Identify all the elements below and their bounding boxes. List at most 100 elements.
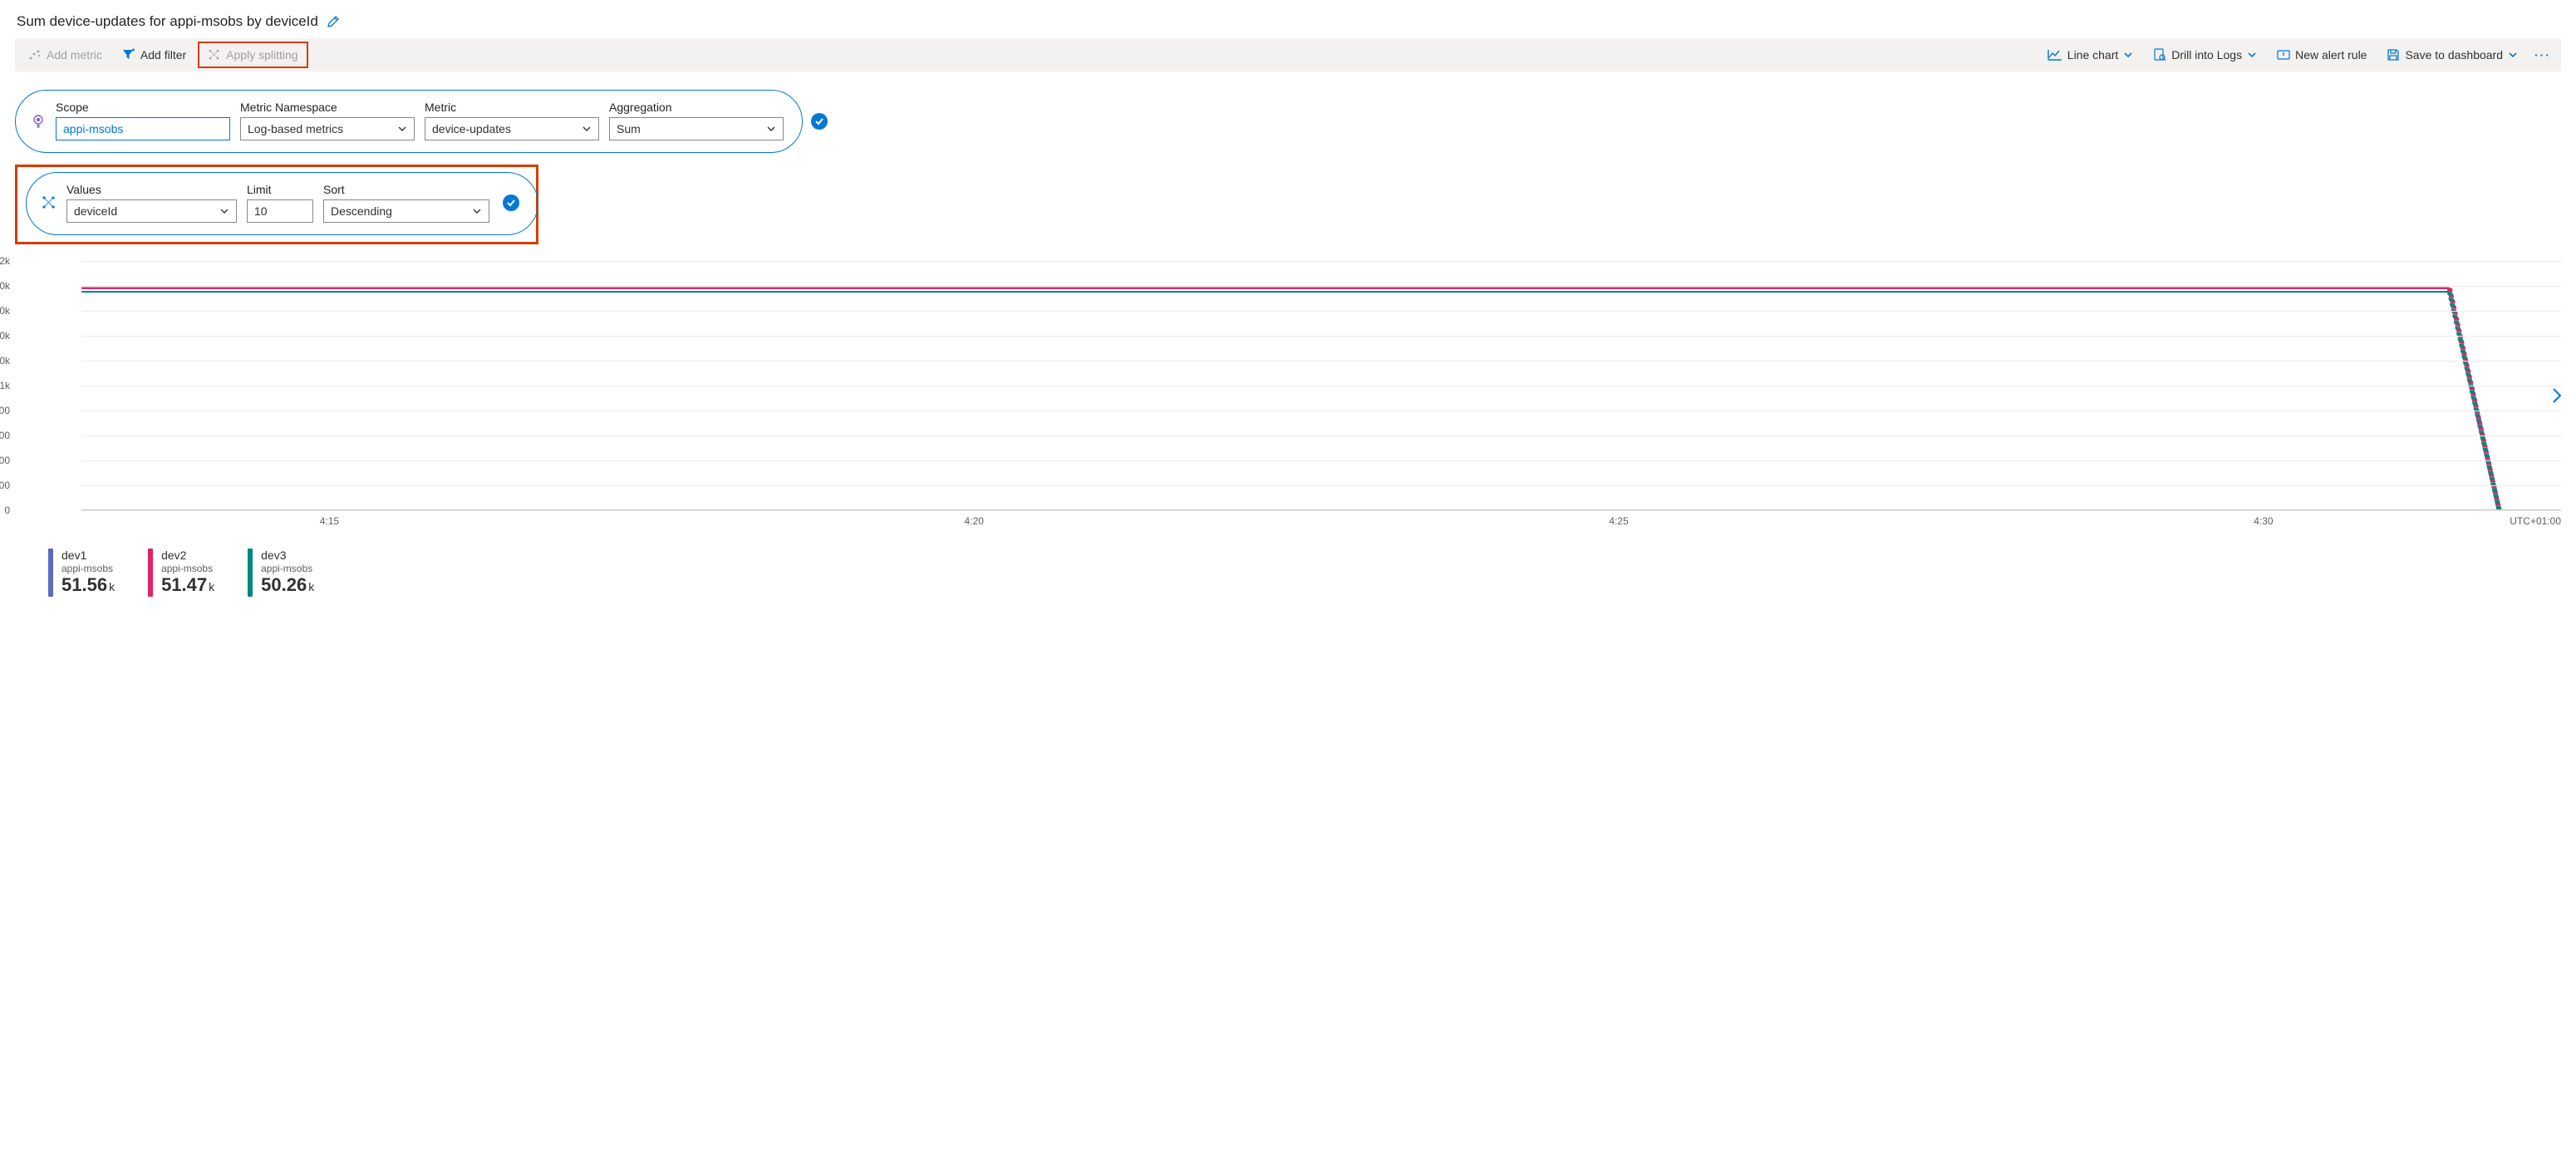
- chart-toolbar: Add metric Add filter Apply splitting Li…: [15, 38, 2561, 71]
- metric-apply-icon[interactable]: [811, 113, 828, 130]
- aggregation-value: Sum: [617, 122, 641, 135]
- y-tick-label: 400: [0, 455, 10, 466]
- split-limit-label: Limit: [247, 183, 313, 196]
- chevron-down-icon: [582, 124, 592, 134]
- metric-config-pill: Scope appi-msobs Metric Namespace Log-ba…: [15, 90, 803, 153]
- y-tick-label: 800: [0, 405, 10, 416]
- legend-swatch: [148, 549, 153, 597]
- y-tick-label: 1.20k: [0, 355, 10, 367]
- legend-series-value: 51.56k: [61, 574, 115, 596]
- legend-series-name: dev2: [161, 549, 214, 563]
- chevron-down-icon: [472, 206, 482, 216]
- scope-value: appi-msobs: [63, 122, 123, 135]
- line-chart-button[interactable]: Line chart: [2039, 42, 2141, 68]
- timezone-label: UTC+01:00: [2510, 515, 2561, 527]
- legend-item[interactable]: dev2 appi-msobs 51.47k: [148, 549, 214, 597]
- aggregation-selector[interactable]: Sum: [609, 117, 784, 140]
- y-tick-label: 1.80k: [0, 280, 10, 292]
- split-sort-selector[interactable]: Descending: [323, 199, 489, 223]
- new-alert-rule-label: New alert rule: [2295, 48, 2367, 62]
- edit-title-icon[interactable]: [327, 15, 340, 28]
- chevron-down-icon: [219, 206, 229, 216]
- splitting-config-row: Values deviceId Limit 10 Sort Descending: [26, 172, 528, 235]
- y-tick-label: 0: [0, 504, 10, 516]
- split-values-selector[interactable]: deviceId: [66, 199, 237, 223]
- chart-scroll-right-button[interactable]: [2551, 386, 2563, 405]
- lightbulb-icon: [31, 113, 46, 128]
- split-icon: [208, 48, 221, 62]
- save-icon: [2387, 48, 2400, 62]
- aggregation-field: Aggregation Sum: [609, 101, 784, 140]
- y-tick-label: 2k: [0, 255, 10, 267]
- x-tick-label: 4:20: [965, 515, 984, 527]
- line-chart-label: Line chart: [2067, 48, 2118, 62]
- save-to-dashboard-label: Save to dashboard: [2405, 48, 2503, 62]
- gridline: [81, 435, 2561, 436]
- splitting-apply-icon[interactable]: [503, 194, 519, 211]
- split-sort-field: Sort Descending: [323, 183, 489, 223]
- line-chart-icon: [2048, 48, 2062, 62]
- gridline: [81, 286, 2561, 287]
- gridline: [81, 311, 2561, 312]
- namespace-selector[interactable]: Log-based metrics: [240, 117, 415, 140]
- scope-label: Scope: [56, 101, 230, 114]
- chevron-down-icon: [397, 124, 407, 134]
- aggregation-label: Aggregation: [609, 101, 784, 114]
- split-values-label: Values: [66, 183, 237, 196]
- x-tick-label: 4:25: [1609, 515, 1628, 527]
- legend-item[interactable]: dev3 appi-msobs 50.26k: [248, 549, 314, 597]
- apply-splitting-button[interactable]: Apply splitting: [198, 42, 307, 68]
- legend-text: dev3 appi-msobs 50.26k: [261, 549, 314, 597]
- split-limit-field: Limit 10: [247, 183, 313, 223]
- legend-series-sub: appi-msobs: [161, 563, 214, 574]
- more-actions-button[interactable]: ···: [2529, 48, 2556, 62]
- gridline: [81, 460, 2561, 461]
- add-filter-button[interactable]: Add filter: [114, 42, 194, 68]
- drill-into-logs-label: Drill into Logs: [2171, 48, 2242, 62]
- chart-title-row: Sum device-updates for appi-msobs by dev…: [15, 10, 2561, 38]
- split-limit-input[interactable]: 10: [247, 199, 313, 223]
- split-config-icon: [42, 195, 57, 210]
- x-tick-label: 4:30: [2254, 515, 2273, 527]
- add-metric-button[interactable]: Add metric: [20, 42, 111, 68]
- save-to-dashboard-button[interactable]: Save to dashboard: [2378, 42, 2526, 68]
- legend-item[interactable]: dev1 appi-msobs 51.56k: [48, 549, 115, 597]
- x-tick-label: 4:15: [320, 515, 339, 527]
- drill-into-logs-button[interactable]: Drill into Logs: [2145, 42, 2265, 68]
- scope-field: Scope appi-msobs: [56, 101, 230, 140]
- y-tick-label: 1.40k: [0, 330, 10, 342]
- chevron-down-icon: [2123, 50, 2133, 60]
- legend-text: dev2 appi-msobs 51.47k: [161, 549, 214, 597]
- chart-legend: dev1 appi-msobs 51.56k dev2 appi-msobs 5…: [15, 549, 2561, 597]
- y-tick-label: 1k: [0, 380, 10, 391]
- chart-plot-area[interactable]: [81, 261, 2561, 510]
- alert-icon: [2277, 48, 2290, 62]
- gridline: [81, 485, 2561, 486]
- drill-logs-icon: [2153, 48, 2166, 62]
- new-alert-rule-button[interactable]: New alert rule: [2269, 42, 2375, 68]
- metric-value: device-updates: [432, 122, 511, 135]
- split-values-value: deviceId: [74, 204, 117, 218]
- split-sort-label: Sort: [323, 183, 489, 196]
- namespace-field: Metric Namespace Log-based metrics: [240, 101, 415, 140]
- splitting-highlight-box: Values deviceId Limit 10 Sort Descending: [15, 165, 538, 244]
- chevron-down-icon: [2247, 50, 2257, 60]
- y-tick-label: 200: [0, 480, 10, 491]
- legend-swatch: [248, 549, 253, 597]
- y-tick-label: 600: [0, 430, 10, 441]
- legend-series-sub: appi-msobs: [261, 563, 314, 574]
- gridline: [81, 261, 2561, 262]
- chevron-down-icon: [766, 124, 776, 134]
- scope-selector[interactable]: appi-msobs: [56, 117, 230, 140]
- split-values-field: Values deviceId: [66, 183, 237, 223]
- metric-label: Metric: [425, 101, 599, 114]
- namespace-label: Metric Namespace: [240, 101, 415, 114]
- y-tick-label: 1.60k: [0, 305, 10, 317]
- legend-swatch: [48, 549, 53, 597]
- split-limit-value: 10: [254, 204, 268, 218]
- split-sort-value: Descending: [331, 204, 392, 218]
- gridline: [81, 336, 2561, 337]
- splitting-config-pill: Values deviceId Limit 10 Sort Descending: [26, 172, 538, 235]
- metric-config-row: Scope appi-msobs Metric Namespace Log-ba…: [15, 90, 2561, 153]
- metric-selector[interactable]: device-updates: [425, 117, 599, 140]
